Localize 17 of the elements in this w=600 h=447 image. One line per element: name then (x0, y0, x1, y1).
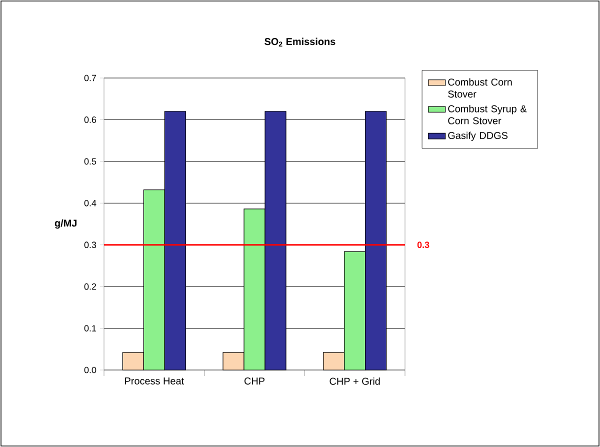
y-tick-label: 0.6 (84, 116, 96, 123)
x-tick-label: CHP (244, 378, 264, 385)
x-tick-label: CHP + Grid (330, 378, 380, 385)
y-tick-label: 0.4 (84, 200, 96, 206)
ref-line-label: 0.3 (417, 242, 430, 248)
y-tick-label: 0.7 (84, 74, 96, 82)
chart-title: SO$_{2}$ Emissions (264, 38, 336, 46)
y-axis-title: g/MJ (54, 219, 76, 229)
legend-label: Combust Corn Stover (448, 78, 512, 98)
legend-label: Combust Syrup & Corn Stover (448, 105, 527, 124)
y-tick-label: 0.5 (84, 158, 96, 165)
y-tick-label: 0.1 (84, 325, 96, 332)
y-tick-label: 0.3 (84, 242, 96, 248)
y-tick-label: 0.0 (84, 366, 96, 374)
x-tick-label: Process Heat (125, 378, 184, 384)
y-tick-label: 0.2 (84, 283, 96, 290)
legend-label: Gasify DDGS (448, 132, 508, 141)
